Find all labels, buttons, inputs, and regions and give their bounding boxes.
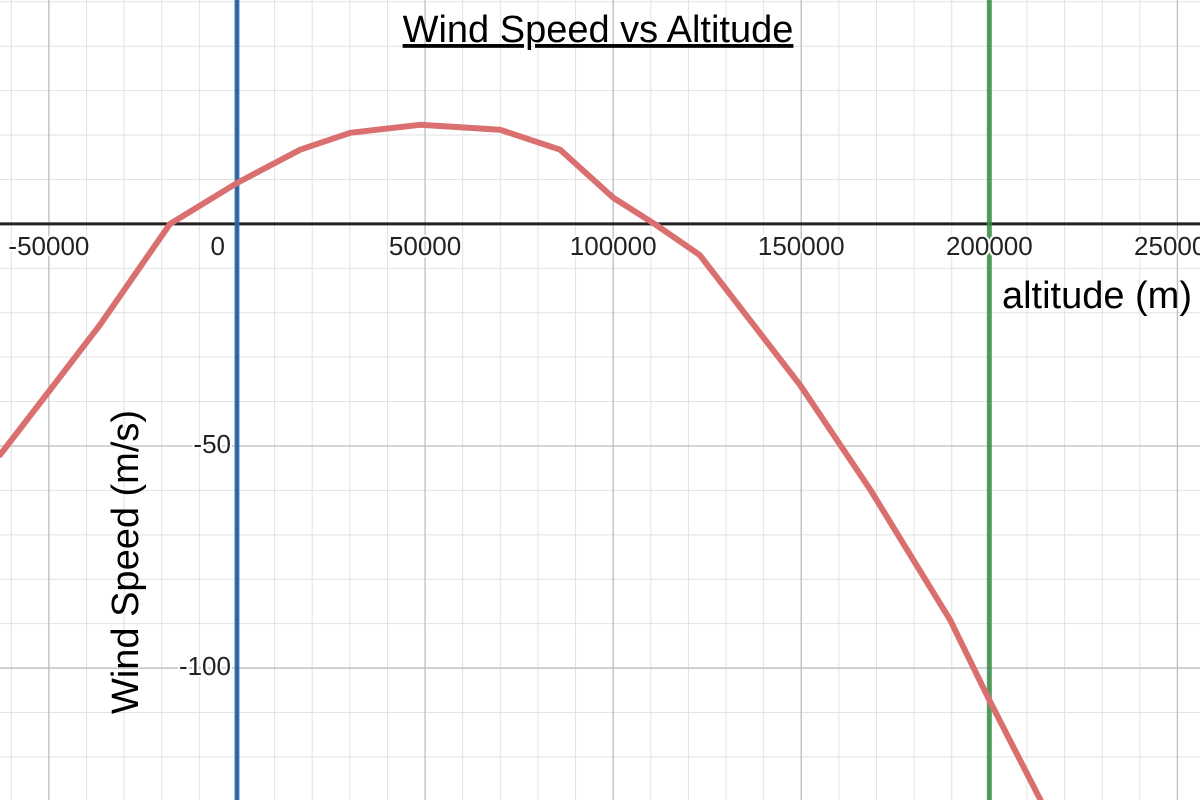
x-tick-label: 0 — [211, 231, 225, 261]
marks — [0, 0, 1044, 800]
x-tick-label: 250000 — [1134, 231, 1200, 261]
chart-title: Wind Speed vs Altitude — [403, 9, 794, 51]
x-tick-label: -50000 — [8, 231, 89, 261]
x-tick-label: 200000 — [946, 231, 1033, 261]
curve — [0, 121, 1044, 800]
x-tick-label: 50000 — [389, 231, 461, 261]
x-tick-label: 100000 — [570, 231, 657, 261]
x-axis-label: altitude (m) — [1002, 275, 1192, 317]
y-tick-label: -50 — [193, 429, 231, 459]
labels: Wind Speed vs Altitude altitude (m) Wind… — [6, 9, 1200, 714]
y-tick-label: -100 — [179, 651, 231, 681]
x-tick-label: 150000 — [758, 231, 845, 261]
y-axis-label: Wind Speed (m/s) — [105, 410, 147, 714]
